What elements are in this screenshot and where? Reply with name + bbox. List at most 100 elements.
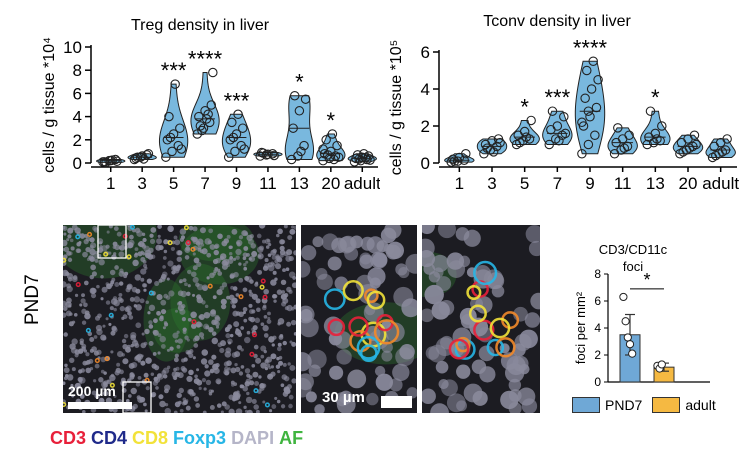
dapi-nucleus xyxy=(282,268,286,273)
dapi-nucleus xyxy=(133,296,141,303)
dapi-nucleus xyxy=(287,362,291,366)
dapi-nucleus xyxy=(272,262,276,267)
dapi-nucleus xyxy=(240,384,245,389)
dapi-nucleus xyxy=(79,233,86,239)
dapi-nucleus xyxy=(240,365,245,369)
dapi-nucleus xyxy=(215,257,221,264)
dapi-nucleus xyxy=(151,363,157,369)
dapi-nucleus xyxy=(185,405,191,411)
dapi-nucleus xyxy=(184,247,191,254)
dapi-nucleus xyxy=(175,309,179,313)
dapi-nucleus xyxy=(293,332,296,336)
dapi-nucleus xyxy=(177,290,184,297)
dapi-nucleus xyxy=(168,226,174,233)
dapi-nucleus xyxy=(213,249,219,256)
dapi-nucleus xyxy=(456,364,471,379)
dapi-nucleus xyxy=(85,246,91,253)
dapi-nucleus xyxy=(106,230,110,234)
channel-label-cd4: CD4 xyxy=(91,428,128,448)
dapi-nucleus xyxy=(263,315,268,319)
data-point xyxy=(321,135,331,145)
dapi-nucleus xyxy=(79,394,85,399)
dapi-nucleus xyxy=(278,360,284,366)
dapi-nucleus xyxy=(162,256,167,260)
foci-bar-chart: foci per mm² 0 2 4 6 8 * xyxy=(573,267,710,389)
dapi-nucleus xyxy=(66,285,73,293)
dapi-nucleus xyxy=(113,394,117,398)
dapi-nucleus xyxy=(440,379,458,397)
dapi-nucleus xyxy=(232,397,236,402)
micrograph-zoom-2 xyxy=(422,225,540,413)
dapi-nucleus xyxy=(114,282,120,288)
data-point xyxy=(365,155,375,165)
dapi-nucleus xyxy=(193,378,200,385)
marker-cell xyxy=(63,257,67,263)
data-point xyxy=(624,130,634,141)
dapi-nucleus xyxy=(245,396,253,404)
data-point xyxy=(588,56,598,66)
dapi-nucleus xyxy=(235,408,243,413)
data-point xyxy=(231,129,242,139)
dapi-nucleus xyxy=(70,387,75,392)
dapi-nucleus xyxy=(216,403,222,408)
dapi-nucleus xyxy=(143,288,147,292)
dapi-nucleus xyxy=(246,373,251,378)
dapi-nucleus xyxy=(113,226,119,231)
dapi-nucleus xyxy=(262,304,267,309)
dapi-nucleus xyxy=(109,269,116,276)
dapi-nucleus xyxy=(166,277,170,281)
data-point xyxy=(650,128,661,139)
dapi-nucleus xyxy=(123,333,129,339)
data-point xyxy=(165,132,176,143)
dapi-nucleus xyxy=(150,372,155,377)
significance-marker: * xyxy=(651,85,660,110)
dapi-nucleus xyxy=(211,354,217,360)
dapi-nucleus xyxy=(406,387,417,399)
dapi-nucleus xyxy=(221,263,228,270)
dapi-nucleus xyxy=(248,292,254,297)
dapi-nucleus xyxy=(231,297,238,304)
data-point xyxy=(131,153,141,164)
dapi-nucleus xyxy=(198,386,202,390)
dapi-nucleus xyxy=(225,333,231,339)
dapi-nucleus xyxy=(372,252,388,268)
dapi-nucleus xyxy=(249,255,256,262)
dapi-nucleus xyxy=(289,228,296,235)
dapi-nucleus xyxy=(229,333,234,338)
dapi-nucleus xyxy=(276,346,282,352)
dapi-nucleus xyxy=(240,326,245,330)
dapi-nucleus xyxy=(386,241,404,260)
dapi-nucleus xyxy=(262,400,266,404)
dapi-nucleus xyxy=(105,300,111,305)
data-point xyxy=(296,146,306,157)
dapi-nucleus xyxy=(179,228,187,235)
dapi-nucleus xyxy=(73,313,78,317)
dapi-nucleus xyxy=(169,346,174,351)
dapi-nucleus xyxy=(69,238,74,243)
dapi-nucleus xyxy=(156,310,161,316)
dapi-nucleus xyxy=(89,336,95,342)
dapi-nucleus xyxy=(160,273,167,280)
dapi-nucleus xyxy=(148,320,153,325)
dapi-nucleus xyxy=(179,279,184,284)
dapi-nucleus xyxy=(236,241,240,245)
dapi-nucleus xyxy=(74,349,81,355)
dapi-nucleus xyxy=(217,342,223,348)
marker-cell xyxy=(468,304,487,323)
dapi-nucleus xyxy=(223,238,230,244)
data-point xyxy=(289,90,300,101)
dapi-nucleus xyxy=(135,304,142,311)
dapi-nucleus xyxy=(93,350,99,356)
dapi-nucleus xyxy=(111,326,118,333)
dapi-nucleus xyxy=(160,308,167,315)
dapi-nucleus xyxy=(257,269,263,275)
dapi-nucleus xyxy=(101,381,108,388)
data-point xyxy=(294,106,305,116)
dapi-nucleus xyxy=(301,261,311,278)
dapi-nucleus xyxy=(108,322,112,326)
marker-cell xyxy=(473,319,495,341)
dapi-nucleus xyxy=(210,309,216,315)
dapi-nucleus xyxy=(289,340,293,344)
dapi-nucleus xyxy=(71,394,75,398)
dapi-nucleus xyxy=(181,317,186,322)
